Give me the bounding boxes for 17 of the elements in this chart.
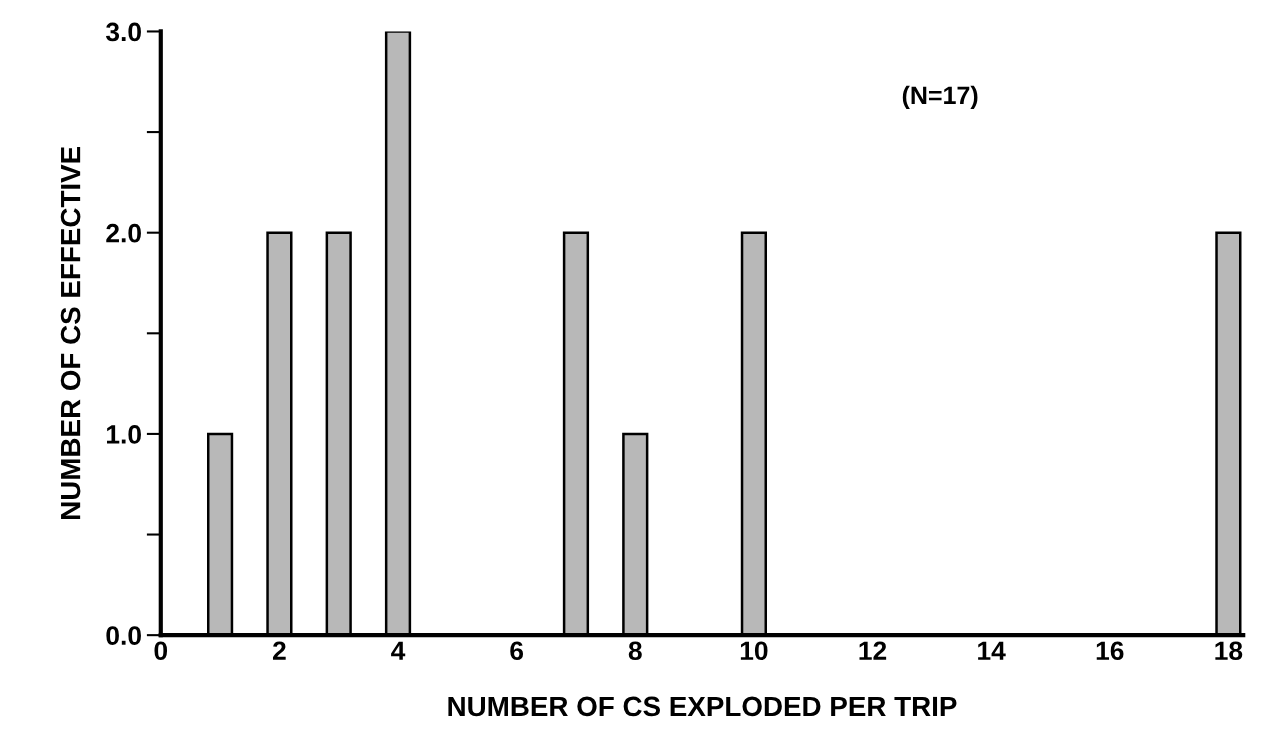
x-tick-label: 4 bbox=[391, 641, 406, 660]
x-tick-label: 2 bbox=[272, 641, 286, 660]
x-tick-label: 6 bbox=[510, 641, 524, 661]
y-tick-label: 1.0 bbox=[107, 425, 141, 444]
x-tick-label: 16 bbox=[1096, 641, 1124, 661]
y-tick-label: 2.0 bbox=[106, 223, 141, 243]
annotation: (N=17) bbox=[902, 85, 978, 110]
y-axis-title: NUMBER OF CS EFFECTIVE bbox=[60, 146, 81, 519]
y-tick-label: 0.0 bbox=[106, 626, 141, 645]
x-tick-label: 0 bbox=[154, 641, 168, 661]
x-tick-label: 18 bbox=[1215, 641, 1243, 661]
x-axis-title: NUMBER OF CS EXPLODED PER TRIP bbox=[448, 696, 957, 717]
x-tick-label: 8 bbox=[628, 641, 642, 661]
x-tick-label: 14 bbox=[978, 641, 1006, 660]
y-tick-label: 3.0 bbox=[105, 22, 141, 42]
x-tick-label: 10 bbox=[740, 641, 768, 661]
x-tick-label: 12 bbox=[859, 641, 887, 660]
